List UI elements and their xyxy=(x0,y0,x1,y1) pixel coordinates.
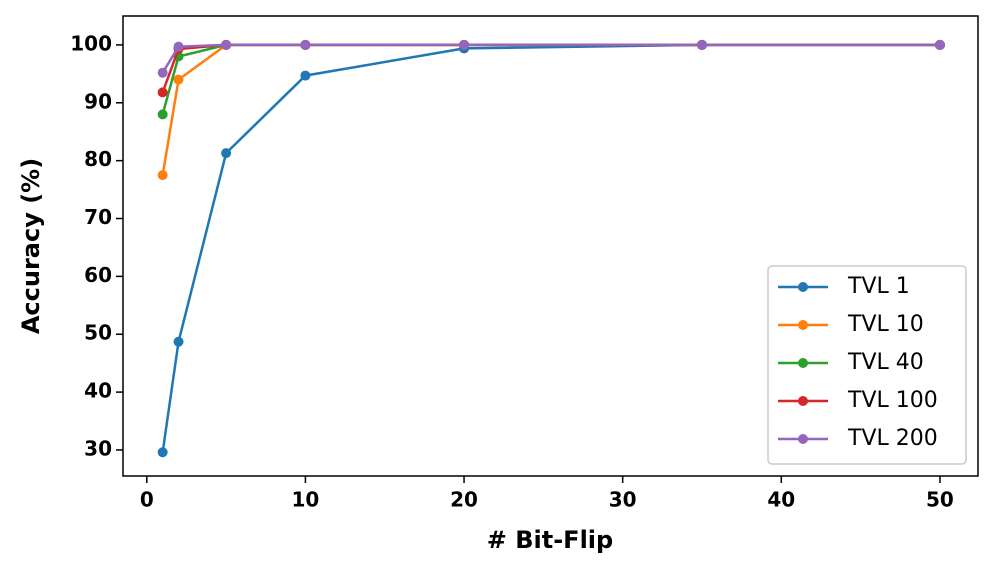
data-point xyxy=(300,70,311,81)
series-line xyxy=(161,43,940,93)
x-tick-label: 40 xyxy=(767,488,795,512)
legend-marker xyxy=(798,320,808,330)
data-point xyxy=(173,41,184,52)
x-axis-label: # Bit-Flip xyxy=(487,526,613,554)
x-tick-label: 20 xyxy=(450,488,478,512)
legend-label: TVL 1 xyxy=(847,274,910,299)
legend-marker xyxy=(798,358,808,368)
legend-label: TVL 100 xyxy=(847,388,938,413)
data-point xyxy=(300,39,311,50)
series-line xyxy=(161,43,940,176)
data-point xyxy=(696,39,707,50)
data-point xyxy=(173,74,184,85)
data-point xyxy=(459,39,470,50)
legend-box xyxy=(767,265,967,465)
y-tick-label: 50 xyxy=(84,321,112,345)
data-point xyxy=(157,109,168,120)
legend-marker xyxy=(798,396,808,406)
data-point xyxy=(173,336,184,347)
x-tick-label: 30 xyxy=(609,488,637,512)
data-point xyxy=(157,447,168,458)
y-tick-label: 30 xyxy=(84,436,112,460)
legend-marker xyxy=(798,434,808,444)
y-tick-label: 60 xyxy=(84,263,112,287)
y-tick-label: 80 xyxy=(84,147,112,171)
data-point xyxy=(934,39,945,50)
series-line xyxy=(161,43,940,74)
data-point xyxy=(221,39,232,50)
legend-label: TVL 40 xyxy=(847,350,924,375)
data-point xyxy=(157,67,168,78)
y-tick-label: 100 xyxy=(70,31,112,55)
y-tick-label: 90 xyxy=(84,89,112,113)
y-axis-label: Accuracy (%) xyxy=(17,158,45,334)
plot-frame xyxy=(122,15,979,477)
data-point xyxy=(157,87,168,98)
x-tick-label: 10 xyxy=(291,488,319,512)
series-line xyxy=(161,43,940,115)
x-tick-label: 0 xyxy=(140,488,154,512)
legend-label: TVL 10 xyxy=(847,312,924,337)
y-tick-label: 40 xyxy=(84,379,112,403)
data-point xyxy=(157,170,168,181)
data-point xyxy=(221,148,232,159)
legend-label: TVL 200 xyxy=(847,426,938,451)
legend-marker xyxy=(798,282,808,292)
x-tick-label: 50 xyxy=(926,488,954,512)
y-tick-label: 70 xyxy=(84,205,112,229)
